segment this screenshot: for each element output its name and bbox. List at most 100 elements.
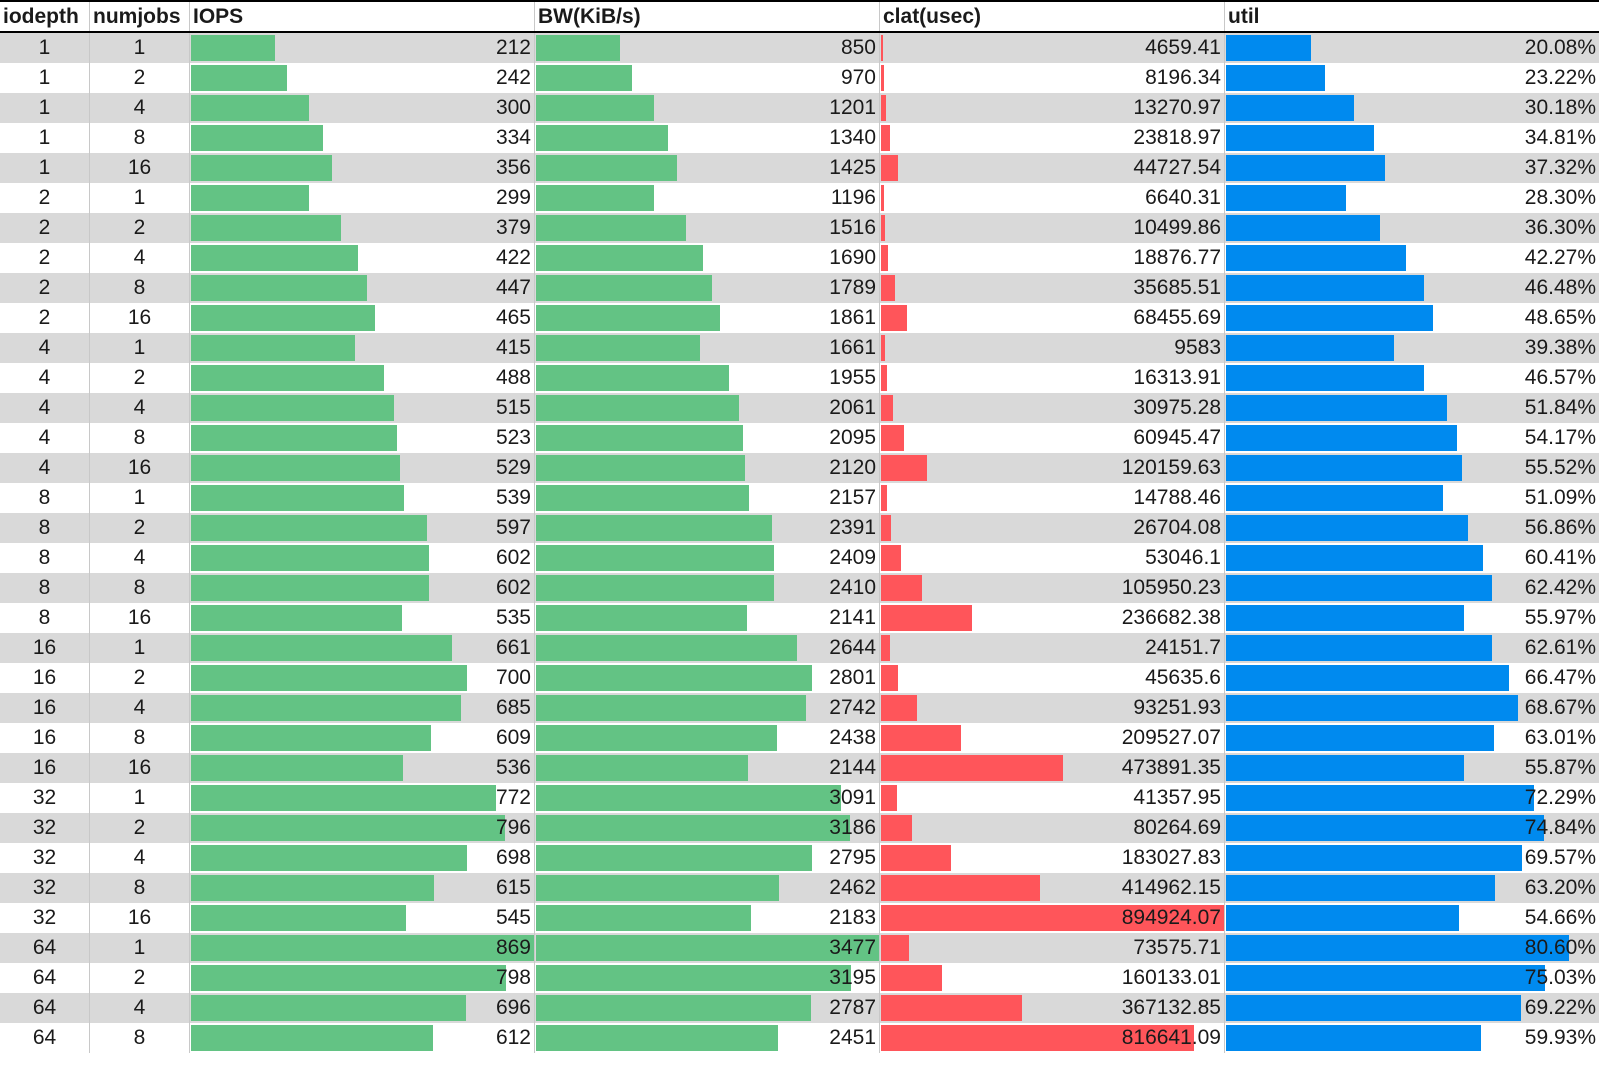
cell-util[interactable]: 51.84% bbox=[1225, 393, 1599, 423]
cell-iodepth[interactable]: 32 bbox=[0, 843, 90, 873]
cell-clat[interactable]: 13270.97 bbox=[880, 93, 1225, 123]
cell-iops[interactable]: 488 bbox=[190, 363, 535, 393]
cell-util[interactable]: 46.48% bbox=[1225, 273, 1599, 303]
cell-iodepth[interactable]: 8 bbox=[0, 513, 90, 543]
cell-numjobs[interactable]: 8 bbox=[90, 273, 190, 303]
cell-numjobs[interactable]: 4 bbox=[90, 993, 190, 1023]
cell-iops[interactable]: 602 bbox=[190, 543, 535, 573]
cell-iops[interactable]: 545 bbox=[190, 903, 535, 933]
cell-numjobs[interactable]: 2 bbox=[90, 513, 190, 543]
cell-util[interactable]: 23.22% bbox=[1225, 63, 1599, 93]
cell-util[interactable]: 69.57% bbox=[1225, 843, 1599, 873]
cell-bw[interactable]: 970 bbox=[535, 63, 880, 93]
cell-util[interactable]: 46.57% bbox=[1225, 363, 1599, 393]
cell-numjobs[interactable]: 2 bbox=[90, 213, 190, 243]
cell-iops[interactable]: 212 bbox=[190, 33, 535, 63]
cell-iodepth[interactable]: 2 bbox=[0, 273, 90, 303]
cell-iops[interactable]: 772 bbox=[190, 783, 535, 813]
cell-util[interactable]: 28.30% bbox=[1225, 183, 1599, 213]
cell-clat[interactable]: 8196.34 bbox=[880, 63, 1225, 93]
cell-bw[interactable]: 1201 bbox=[535, 93, 880, 123]
cell-iops[interactable]: 447 bbox=[190, 273, 535, 303]
cell-clat[interactable]: 183027.83 bbox=[880, 843, 1225, 873]
cell-iodepth[interactable]: 2 bbox=[0, 183, 90, 213]
cell-util[interactable]: 30.18% bbox=[1225, 93, 1599, 123]
cell-numjobs[interactable]: 4 bbox=[90, 543, 190, 573]
cell-util[interactable]: 59.93% bbox=[1225, 1023, 1599, 1053]
cell-numjobs[interactable]: 1 bbox=[90, 783, 190, 813]
cell-bw[interactable]: 3186 bbox=[535, 813, 880, 843]
cell-numjobs[interactable]: 16 bbox=[90, 753, 190, 783]
cell-numjobs[interactable]: 1 bbox=[90, 183, 190, 213]
cell-bw[interactable]: 2462 bbox=[535, 873, 880, 903]
cell-numjobs[interactable]: 16 bbox=[90, 903, 190, 933]
cell-util[interactable]: 63.01% bbox=[1225, 723, 1599, 753]
cell-clat[interactable]: 73575.71 bbox=[880, 933, 1225, 963]
header-iops[interactable]: IOPS bbox=[190, 2, 535, 31]
cell-bw[interactable]: 1789 bbox=[535, 273, 880, 303]
cell-numjobs[interactable]: 1 bbox=[90, 933, 190, 963]
cell-bw[interactable]: 2438 bbox=[535, 723, 880, 753]
cell-bw[interactable]: 1425 bbox=[535, 153, 880, 183]
cell-bw[interactable]: 2644 bbox=[535, 633, 880, 663]
cell-iops[interactable]: 515 bbox=[190, 393, 535, 423]
cell-numjobs[interactable]: 1 bbox=[90, 333, 190, 363]
cell-util[interactable]: 62.42% bbox=[1225, 573, 1599, 603]
cell-clat[interactable]: 53046.1 bbox=[880, 543, 1225, 573]
cell-bw[interactable]: 2095 bbox=[535, 423, 880, 453]
cell-util[interactable]: 51.09% bbox=[1225, 483, 1599, 513]
cell-bw[interactable]: 2795 bbox=[535, 843, 880, 873]
cell-clat[interactable]: 894924.07 bbox=[880, 903, 1225, 933]
cell-iops[interactable]: 696 bbox=[190, 993, 535, 1023]
cell-util[interactable]: 75.03% bbox=[1225, 963, 1599, 993]
cell-clat[interactable]: 14788.46 bbox=[880, 483, 1225, 513]
cell-iops[interactable]: 242 bbox=[190, 63, 535, 93]
cell-util[interactable]: 62.61% bbox=[1225, 633, 1599, 663]
cell-util[interactable]: 55.52% bbox=[1225, 453, 1599, 483]
cell-iodepth[interactable]: 2 bbox=[0, 213, 90, 243]
cell-numjobs[interactable]: 1 bbox=[90, 633, 190, 663]
cell-bw[interactable]: 2742 bbox=[535, 693, 880, 723]
cell-util[interactable]: 63.20% bbox=[1225, 873, 1599, 903]
cell-util[interactable]: 55.97% bbox=[1225, 603, 1599, 633]
cell-numjobs[interactable]: 8 bbox=[90, 1023, 190, 1053]
cell-bw[interactable]: 1340 bbox=[535, 123, 880, 153]
cell-iops[interactable]: 698 bbox=[190, 843, 535, 873]
header-clat[interactable]: clat(usec) bbox=[880, 2, 1225, 31]
cell-util[interactable]: 36.30% bbox=[1225, 213, 1599, 243]
cell-util[interactable]: 37.32% bbox=[1225, 153, 1599, 183]
cell-iops[interactable]: 465 bbox=[190, 303, 535, 333]
cell-numjobs[interactable]: 1 bbox=[90, 33, 190, 63]
cell-iops[interactable]: 700 bbox=[190, 663, 535, 693]
cell-bw[interactable]: 2120 bbox=[535, 453, 880, 483]
cell-iodepth[interactable]: 64 bbox=[0, 1023, 90, 1053]
cell-numjobs[interactable]: 2 bbox=[90, 963, 190, 993]
cell-clat[interactable]: 816641.09 bbox=[880, 1023, 1225, 1053]
cell-clat[interactable]: 80264.69 bbox=[880, 813, 1225, 843]
cell-iops[interactable]: 609 bbox=[190, 723, 535, 753]
cell-bw[interactable]: 2409 bbox=[535, 543, 880, 573]
cell-bw[interactable]: 2787 bbox=[535, 993, 880, 1023]
cell-iodepth[interactable]: 4 bbox=[0, 363, 90, 393]
cell-util[interactable]: 54.66% bbox=[1225, 903, 1599, 933]
cell-bw[interactable]: 2391 bbox=[535, 513, 880, 543]
cell-clat[interactable]: 35685.51 bbox=[880, 273, 1225, 303]
cell-iops[interactable]: 798 bbox=[190, 963, 535, 993]
cell-iops[interactable]: 379 bbox=[190, 213, 535, 243]
cell-iodepth[interactable]: 64 bbox=[0, 993, 90, 1023]
cell-clat[interactable]: 30975.28 bbox=[880, 393, 1225, 423]
cell-iodepth[interactable]: 8 bbox=[0, 543, 90, 573]
cell-clat[interactable]: 10499.86 bbox=[880, 213, 1225, 243]
header-numjobs[interactable]: numjobs bbox=[90, 2, 190, 31]
cell-iodepth[interactable]: 16 bbox=[0, 663, 90, 693]
cell-bw[interactable]: 2157 bbox=[535, 483, 880, 513]
cell-util[interactable]: 54.17% bbox=[1225, 423, 1599, 453]
cell-numjobs[interactable]: 16 bbox=[90, 303, 190, 333]
cell-util[interactable]: 69.22% bbox=[1225, 993, 1599, 1023]
cell-iodepth[interactable]: 8 bbox=[0, 573, 90, 603]
cell-iodepth[interactable]: 1 bbox=[0, 33, 90, 63]
cell-iodepth[interactable]: 4 bbox=[0, 333, 90, 363]
cell-util[interactable]: 34.81% bbox=[1225, 123, 1599, 153]
cell-bw[interactable]: 1861 bbox=[535, 303, 880, 333]
cell-clat[interactable]: 45635.6 bbox=[880, 663, 1225, 693]
